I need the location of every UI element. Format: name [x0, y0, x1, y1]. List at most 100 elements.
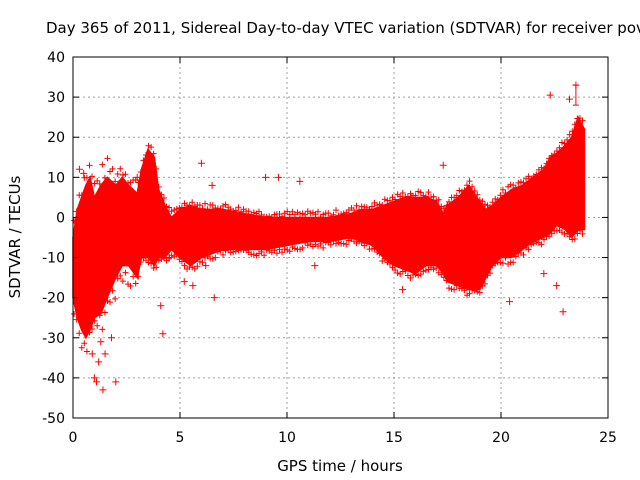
data-point [135, 179, 142, 186]
data-point [153, 264, 160, 271]
data-point [284, 246, 291, 253]
data-point [171, 207, 178, 214]
data-point [135, 273, 142, 280]
data-point [214, 248, 221, 255]
data-point [479, 198, 486, 205]
data-point [520, 251, 527, 258]
data-point [230, 207, 237, 214]
data-point [271, 247, 278, 254]
data-point [579, 117, 586, 124]
data-point [492, 195, 499, 202]
data-point [564, 230, 571, 237]
outlier-point [97, 338, 105, 346]
data-point [315, 208, 322, 215]
data-point [255, 208, 262, 215]
data-point [204, 253, 211, 260]
outlier-point [506, 298, 514, 306]
data-point [404, 272, 411, 279]
data-point [304, 242, 311, 249]
data-point [363, 240, 370, 247]
data-point [137, 259, 144, 266]
data-point [286, 211, 293, 218]
data-point [407, 274, 414, 281]
data-point [335, 212, 342, 219]
data-point [148, 144, 155, 151]
data-point [117, 272, 124, 279]
data-point [451, 286, 458, 293]
data-point [145, 259, 152, 266]
data-point [173, 205, 180, 212]
data-point [525, 246, 532, 253]
axes: 0 5 10 15 20 25 -50 -40 -30 -20 -10 0 10 20 30 40 [42, 50, 617, 446]
data-point [502, 254, 509, 261]
data-point [96, 180, 103, 187]
data-point [250, 251, 257, 258]
data-point [140, 157, 147, 164]
data-point [492, 260, 499, 267]
data-point [386, 197, 393, 204]
data-point [71, 310, 78, 317]
data-point [538, 241, 545, 248]
outlier-point [311, 262, 319, 270]
outlier-point [123, 193, 130, 201]
outlier-point [296, 177, 304, 185]
outlier-point [95, 358, 103, 366]
data-point [184, 202, 191, 209]
outlier-point [93, 378, 101, 386]
data-point [517, 178, 524, 185]
data-point [173, 251, 180, 258]
data-point [541, 165, 548, 172]
data-point [579, 230, 586, 237]
data-point [440, 274, 447, 281]
data-point [86, 162, 93, 169]
data-point [438, 271, 445, 278]
data-point [466, 290, 473, 297]
data-point [222, 201, 229, 208]
data-point [512, 184, 519, 191]
data-point [199, 259, 206, 266]
data-point [94, 177, 101, 184]
data-point [553, 148, 560, 155]
data-point [71, 217, 78, 224]
data-point [430, 193, 437, 200]
data-point [122, 269, 129, 276]
data-point [392, 196, 399, 203]
data-point [543, 160, 550, 167]
data-point [571, 121, 578, 128]
data-point [291, 245, 298, 252]
data-point [497, 192, 504, 199]
data-point [196, 258, 203, 265]
data-point [374, 202, 381, 209]
data-point [220, 203, 227, 210]
data-point [148, 260, 155, 267]
data-point [142, 151, 149, 158]
data-point [356, 206, 363, 213]
outlier-point [493, 205, 501, 213]
x-tick-label: 5 [176, 430, 185, 446]
outlier-point [202, 262, 210, 270]
data-point [119, 172, 126, 179]
data-point [494, 196, 501, 203]
data-point [569, 128, 576, 135]
data-point [263, 213, 270, 220]
data-point [212, 254, 219, 261]
outlier-point [444, 201, 451, 209]
data-point [415, 188, 422, 195]
data-point [489, 199, 496, 206]
data-point [366, 206, 373, 213]
data-point [558, 139, 565, 146]
data-point [497, 259, 504, 266]
outlier-point [208, 181, 216, 189]
data-point [217, 205, 224, 212]
data-point [235, 204, 242, 211]
data-point [330, 237, 337, 244]
data-point [178, 258, 185, 265]
data-point [261, 252, 268, 259]
data-point [443, 277, 450, 284]
data-point [471, 188, 478, 195]
data-point [528, 175, 535, 182]
data-point [546, 233, 553, 240]
data-point [474, 288, 481, 295]
data-point [235, 247, 242, 254]
